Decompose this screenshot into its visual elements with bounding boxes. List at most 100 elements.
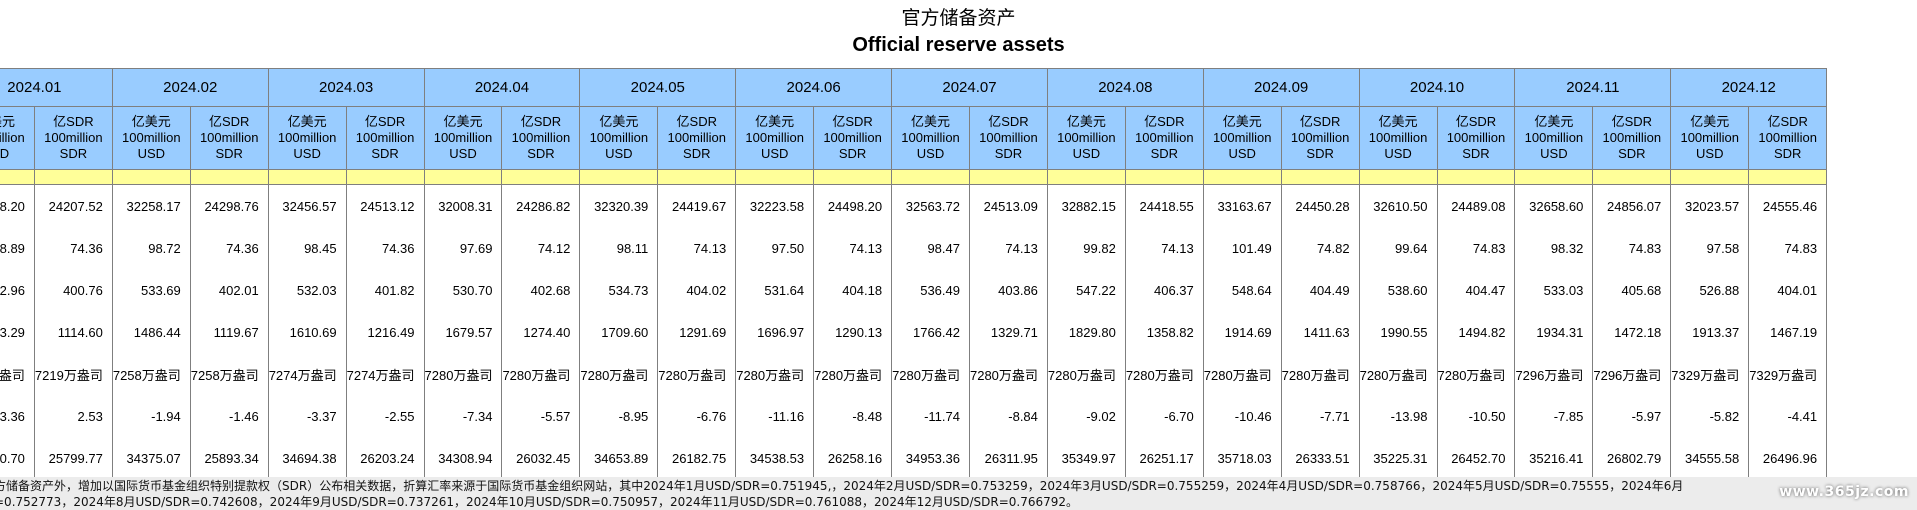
unit-label-line: 100million [511, 130, 571, 145]
table-cell: 26251.17 [1124, 437, 1204, 477]
table-cell: 7280万盎司 [1358, 353, 1438, 395]
table-cell: 1119.67 [189, 311, 269, 353]
table-cell: 98.32 [1514, 227, 1594, 269]
table-cell: 74.36 [33, 227, 113, 269]
table-cell: -8.95 [579, 395, 659, 437]
unit-header-sdr: 亿SDR 100million SDR [657, 106, 737, 170]
spacer-cell [968, 169, 1048, 185]
table-cell: 1709.60 [579, 311, 659, 353]
table-cell: 534.73 [579, 269, 659, 311]
unit-label-line: SDR [59, 146, 88, 161]
unit-label-line: 亿美元 [0, 114, 15, 129]
table-cell: 24418.55 [1124, 184, 1204, 227]
unit-label-line: 亿美元 [443, 114, 483, 129]
table-cell: 32008.31 [423, 184, 503, 227]
table-cell: 24207.52 [33, 184, 113, 227]
table-cell: 26496.96 [1748, 437, 1828, 477]
unit-label-line: 亿美元 [1378, 114, 1418, 129]
spacer-cell [657, 169, 737, 185]
table-cell: 32882.15 [1046, 184, 1126, 227]
unit-label-line: 100million [355, 130, 415, 145]
unit-label-line: USD [605, 146, 633, 161]
table-row: 98.8974.3698.7274.3698.4574.3697.6974.12… [0, 227, 1828, 269]
unit-label-line: SDR [838, 146, 867, 161]
table-cell: 7280万盎司 [891, 353, 970, 395]
table-cell: 7280万盎司 [1280, 353, 1360, 395]
unit-label-line: 100million [1290, 130, 1350, 145]
table-cell: 1291.69 [657, 311, 737, 353]
footnote-line-2: =0.752773，2024年8月USD/SDR=0.742608，2024年9… [0, 495, 1079, 509]
spacer-cell [1202, 169, 1282, 185]
table-row: 1483.291114.601486.441119.671610.691216.… [0, 311, 1828, 353]
month-header: 2024.07 [891, 68, 1048, 107]
spacer-cell [501, 169, 581, 185]
spacer-row [0, 169, 1828, 185]
unit-label-line: 亿美元 [287, 114, 327, 129]
month-header-row: 2024.01 2024.02 2024.03 2024.04 2024.05 2024.… [0, 68, 1828, 107]
unit-label-line: SDR [215, 146, 243, 161]
spacer-cell [1670, 169, 1750, 185]
table-cell: 97.58 [1670, 227, 1750, 269]
table-cell: 98.72 [111, 227, 191, 269]
table-cell: 7280万盎司 [501, 353, 581, 395]
table-cell: 99.64 [1358, 227, 1438, 269]
table-cell: 400.76 [33, 269, 113, 311]
table-cell: -11.16 [735, 395, 815, 437]
table-cell: -9.02 [1046, 395, 1126, 437]
table-cell: 1696.97 [735, 311, 815, 353]
table-cell: 26182.75 [657, 437, 737, 477]
table-cell: 32563.72 [891, 184, 970, 227]
spacer-cell [1046, 169, 1126, 185]
table-cell: 34308.94 [423, 437, 503, 477]
unit-label-line: 100million [823, 130, 882, 145]
table-cell: 7280万盎司 [1124, 353, 1204, 395]
table-cell: 1913.37 [1670, 311, 1750, 353]
table-cell: 3.36 [0, 395, 35, 437]
unit-header-sdr: 亿SDR 100million SDR [345, 106, 425, 170]
table-cell: 34538.53 [735, 437, 815, 477]
unit-label-line: 亿美元 [599, 114, 639, 129]
table-row: 7219万盎司7219万盎司7258万盎司7258万盎司7274万盎司7274万… [0, 353, 1828, 395]
table-cell: 35718.03 [1202, 437, 1282, 477]
table-cell: 547.22 [1046, 269, 1126, 311]
table-cell: -2.55 [345, 395, 425, 437]
table-cell: 7258万盎司 [189, 353, 269, 395]
table-cell: 526.88 [1670, 269, 1750, 311]
table-cell: 1274.40 [501, 311, 581, 353]
reserve-table-viewport[interactable]: 2024.01 2024.02 2024.03 2024.04 2024.05 2024.… [0, 68, 1917, 477]
unit-label-line: 亿美元 [131, 114, 171, 129]
table-row: 34390.7025799.7734375.0725893.3434694.38… [0, 437, 1828, 477]
table-cell: 97.69 [423, 227, 503, 269]
table-cell: 26802.79 [1592, 437, 1672, 477]
spacer-cell [423, 169, 503, 185]
unit-header-sdr: 亿SDR 100million SDR [33, 106, 113, 170]
table-cell: 403.86 [968, 269, 1048, 311]
month-header: 2024.09 [1202, 68, 1360, 107]
table-cell: -8.48 [813, 395, 893, 437]
table-cell: 7296万盎司 [1592, 353, 1672, 395]
unit-header-sdr: 亿SDR 100million SDR [1592, 106, 1672, 170]
unit-label-line: 亿美元 [1066, 114, 1106, 129]
page-title-english: Official reserve assets [852, 34, 1065, 56]
table-cell: 402.01 [189, 269, 269, 311]
month-header: 2024.11 [1514, 68, 1672, 107]
spacer-cell [345, 169, 425, 185]
spacer-cell [1748, 169, 1828, 185]
table-cell: 7280万盎司 [813, 353, 893, 395]
unit-header-sdr: 亿SDR 100million SDR [1124, 106, 1204, 170]
table-cell: -4.41 [1748, 395, 1828, 437]
table-cell: 1914.69 [1202, 311, 1282, 353]
spacer-cell [1592, 169, 1672, 185]
table-cell: 7219万盎司 [33, 353, 113, 395]
table-cell: 1216.49 [345, 311, 425, 353]
table-cell: 74.82 [1280, 227, 1360, 269]
month-header: 2024.02 [111, 68, 269, 107]
table-cell: 35216.41 [1514, 437, 1594, 477]
table-row: 532.96400.76533.69402.01532.03401.82530.… [0, 269, 1828, 311]
